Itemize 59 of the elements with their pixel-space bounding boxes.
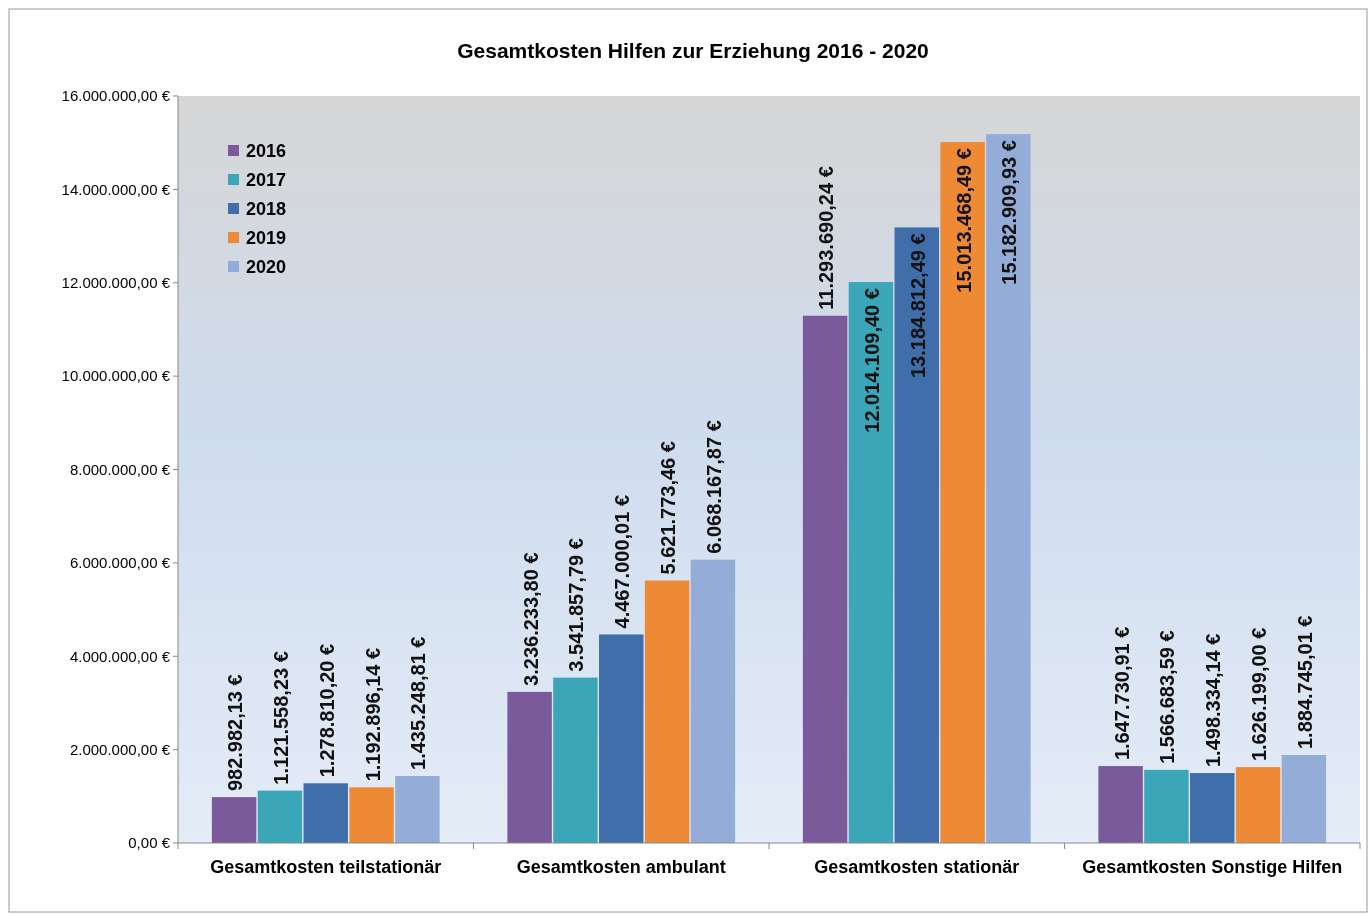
y-tick-label: 10.000.000,00 € (61, 367, 171, 385)
legend-label: 2018 (246, 199, 287, 220)
y-tick-label: 2.000.000,00 € (69, 740, 171, 758)
data-label: 1.192.896,14 € (361, 647, 384, 782)
y-tick-label: 0,00 € (128, 834, 171, 852)
x-tick-label: Gesamtkosten ambulant (516, 857, 726, 877)
bar (1281, 755, 1327, 843)
bar (211, 797, 257, 843)
data-label: 12.014.109,40 € (860, 288, 883, 433)
bar (395, 775, 440, 843)
data-label: 1.278.810,20 € (315, 643, 338, 778)
bar (986, 134, 1031, 843)
legend-label: 2017 (246, 170, 287, 191)
data-label: 6.068.167,87 € (702, 420, 725, 554)
bar (690, 559, 736, 843)
y-tick-label: 4.000.000,00 € (69, 647, 171, 665)
bar (940, 142, 985, 843)
data-label: 11.293.690,24 € (815, 166, 838, 310)
bar (507, 691, 552, 843)
data-label: 3.236.233,80 € (519, 552, 542, 686)
bar (894, 227, 939, 843)
y-tick-label: 8.000.000,00 € (69, 460, 171, 478)
bar (1144, 769, 1189, 843)
bar (349, 787, 394, 843)
bar (1235, 767, 1281, 843)
data-label: 3.541.857,79 € (565, 538, 588, 672)
data-label: 4.467.000,01 € (611, 494, 634, 629)
data-label: 1.626.199,00 € (1248, 627, 1271, 762)
data-label: 1.566.683,59 € (1156, 630, 1179, 764)
legend-label: 2020 (246, 257, 287, 278)
bar (303, 783, 348, 843)
data-label: 982.982,13 € (224, 674, 247, 792)
data-label: 5.621.773,46 € (657, 441, 680, 575)
y-tick-label: 12.000.000,00 € (61, 274, 171, 291)
legend-label: 2019 (246, 228, 287, 249)
bar (553, 677, 598, 843)
y-tick-label: 16.000.000,00 € (61, 87, 171, 105)
x-tick-label: Gesamtkosten teilstationär (210, 857, 442, 877)
data-label: 13.184.812,49 € (906, 233, 929, 379)
data-label: 15.182.909,93 € (998, 140, 1021, 285)
data-label: 1.884.745,01 € (1293, 615, 1316, 750)
chart-title: Gesamtkosten Hilfen zur Erziehung 2016 - 2020 (457, 39, 929, 62)
bar (599, 634, 644, 843)
bar (802, 315, 848, 843)
bar (1190, 773, 1235, 843)
bar (257, 790, 303, 843)
bar (644, 580, 690, 843)
bar (848, 282, 894, 843)
y-tick-label: 6.000.000,00 € (69, 554, 171, 572)
x-tick-label: Gesamtkosten stationär (814, 857, 1020, 877)
y-tick-label: 14.000.000,00 € (61, 180, 171, 198)
data-label: 1.435.248,81 € (407, 636, 430, 770)
data-label: 1.498.334,14 € (1202, 633, 1225, 768)
x-tick-label: Gesamtkosten Sonstige Hilfen (1082, 857, 1343, 877)
legend-label: 2016 (246, 141, 287, 162)
data-label: 1.121.558,23 € (269, 651, 292, 785)
data-label: 1.647.730,91 € (1110, 626, 1133, 761)
bar (1098, 766, 1143, 843)
data-label: 15.013.468,49 € (952, 148, 975, 293)
